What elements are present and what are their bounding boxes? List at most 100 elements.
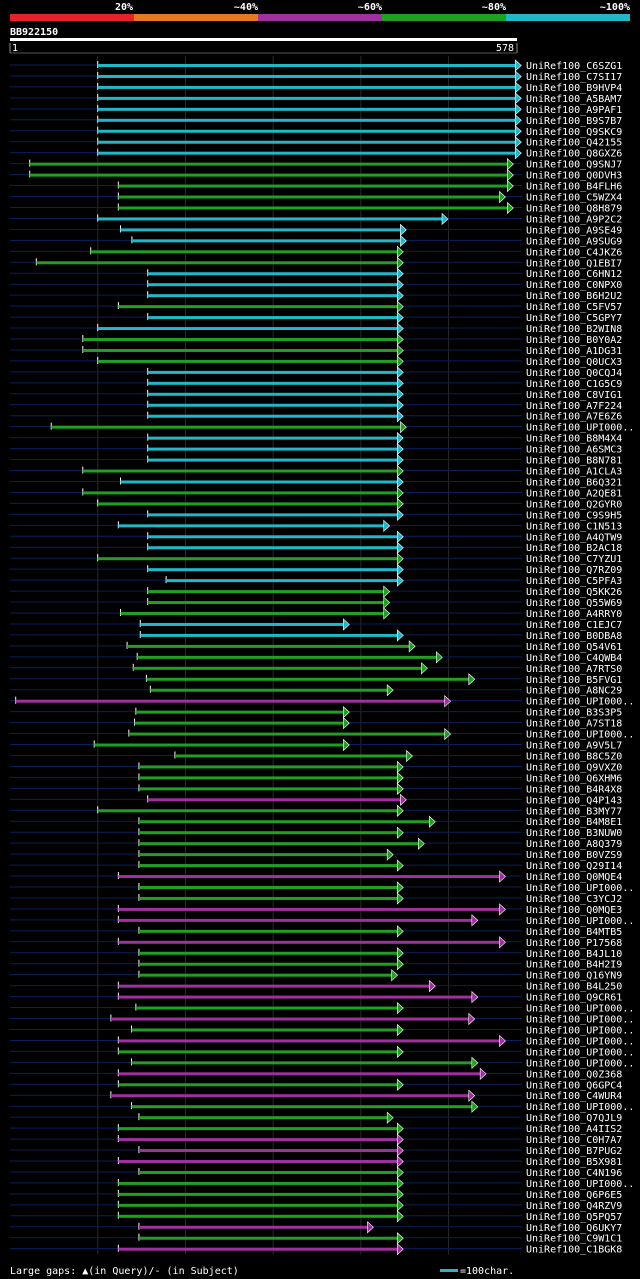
- hit-bar[interactable]: [118, 1203, 398, 1207]
- hit-row[interactable]: UniRef100_B9S7B7: [10, 114, 622, 127]
- hit-label[interactable]: UniRef100_UPI000..: [526, 1004, 634, 1015]
- hit-label[interactable]: UniRef100_B4JL10: [526, 949, 622, 960]
- hit-bar[interactable]: [118, 1160, 398, 1163]
- hit-bar[interactable]: [118, 1127, 398, 1131]
- hit-bar[interactable]: [29, 173, 508, 177]
- hit-label[interactable]: UniRef100_C4QWB4: [526, 653, 622, 664]
- hit-bar[interactable]: [97, 96, 516, 100]
- hit-label[interactable]: UniRef100_A5BAM7: [526, 94, 622, 105]
- hit-label[interactable]: UniRef100_B4MTB5: [526, 927, 622, 938]
- hit-row[interactable]: UniRef100_Q42155: [10, 136, 622, 149]
- hit-bar[interactable]: [118, 875, 500, 879]
- hit-bar[interactable]: [147, 414, 398, 418]
- hit-row[interactable]: UniRef100_A7E6Z6: [10, 410, 622, 423]
- hit-label[interactable]: UniRef100_B2WIN8: [526, 324, 622, 335]
- hit-label[interactable]: UniRef100_Q9SNJ7: [526, 160, 622, 171]
- hit-row[interactable]: UniRef100_A1CLA3: [10, 464, 622, 478]
- hit-label[interactable]: UniRef100_B4R4X8: [526, 784, 622, 795]
- hit-bar[interactable]: [120, 480, 398, 484]
- hit-bar[interactable]: [147, 513, 398, 517]
- hit-label[interactable]: UniRef100_Q54V61: [526, 642, 622, 653]
- hit-bar[interactable]: [82, 469, 398, 473]
- hit-row[interactable]: UniRef100_B4M8E1: [10, 815, 622, 828]
- hit-label[interactable]: UniRef100_Q4P143: [526, 795, 622, 806]
- hit-bar[interactable]: [118, 995, 472, 999]
- hit-label[interactable]: UniRef100_C0H7A7: [526, 1135, 622, 1146]
- hit-label[interactable]: UniRef100_Q6P6E5: [526, 1190, 622, 1201]
- hit-bar[interactable]: [97, 502, 398, 506]
- hit-label[interactable]: UniRef100_Q0MQE3: [526, 905, 622, 916]
- hit-label[interactable]: UniRef100_Q0MQE4: [526, 872, 622, 883]
- hit-row[interactable]: UniRef100_B0DBA8: [10, 629, 622, 642]
- hit-label[interactable]: UniRef100_C6SZG1: [526, 61, 622, 72]
- hit-row[interactable]: UniRef100_A4RRY0: [10, 607, 622, 620]
- hit-label[interactable]: UniRef100_UPI000..: [526, 916, 634, 927]
- hit-label[interactable]: UniRef100_Q9CR61: [526, 993, 622, 1004]
- hit-bar[interactable]: [82, 338, 398, 341]
- hit-label[interactable]: UniRef100_C8VIG1: [526, 390, 622, 401]
- hit-label[interactable]: UniRef100_Q1EBI7: [526, 258, 622, 269]
- hit-bar[interactable]: [138, 951, 398, 955]
- hit-label[interactable]: UniRef100_B0Y0A2: [526, 335, 622, 346]
- hit-row[interactable]: UniRef100_A5BAM7: [10, 92, 622, 105]
- hit-label[interactable]: UniRef100_A8Q379: [526, 839, 622, 850]
- hit-bar[interactable]: [94, 743, 344, 747]
- hit-bar[interactable]: [97, 64, 516, 67]
- hit-label[interactable]: UniRef100_B9S7B7: [526, 116, 622, 127]
- hit-bar[interactable]: [118, 524, 384, 528]
- hit-row[interactable]: UniRef100_B4R4X8: [10, 782, 622, 795]
- hit-row[interactable]: UniRef100_Q9CR61: [10, 990, 622, 1004]
- hit-row[interactable]: UniRef100_A9V5L7: [10, 738, 622, 752]
- hit-row[interactable]: UniRef100_A6SMC3: [10, 442, 622, 456]
- hit-row[interactable]: UniRef100_A7F224: [10, 399, 622, 412]
- query-bar[interactable]: [10, 38, 517, 41]
- hit-bar[interactable]: [147, 381, 398, 385]
- hit-row[interactable]: UniRef100_C4QWB4: [10, 651, 622, 664]
- hit-row[interactable]: UniRef100_B3NUW0: [10, 826, 622, 839]
- hit-bar[interactable]: [97, 359, 398, 363]
- hit-bar[interactable]: [118, 1247, 398, 1251]
- hit-label[interactable]: UniRef100_B8N781: [526, 456, 622, 467]
- hit-row[interactable]: UniRef100_Q5PQ57: [10, 1210, 622, 1223]
- hit-row[interactable]: UniRef100_C5PFA3: [10, 574, 622, 587]
- hit-bar[interactable]: [138, 929, 398, 933]
- hit-row[interactable]: UniRef100_Q6UKY7: [10, 1221, 622, 1234]
- hit-bar[interactable]: [36, 261, 398, 265]
- hit-row[interactable]: UniRef100_UPI000..: [10, 694, 634, 708]
- hit-row[interactable]: UniRef100_C4N196: [10, 1166, 622, 1179]
- hit-label[interactable]: UniRef100_UPI000..: [526, 1179, 634, 1190]
- hit-bar[interactable]: [97, 151, 516, 155]
- hit-row[interactable]: UniRef100_B4MTB5: [10, 925, 622, 938]
- hit-row[interactable]: UniRef100_C4JKZ6: [10, 245, 622, 258]
- hit-row[interactable]: UniRef100_Q0MQE4: [10, 870, 622, 883]
- hit-label[interactable]: UniRef100_A7E6Z6: [526, 412, 622, 423]
- hit-bar[interactable]: [131, 1028, 398, 1032]
- hit-row[interactable]: UniRef100_Q4RZV9: [10, 1199, 622, 1212]
- hit-label[interactable]: UniRef100_UPI000..: [526, 1047, 634, 1058]
- hit-row[interactable]: UniRef100_A9P2C2: [10, 212, 622, 225]
- hit-label[interactable]: UniRef100_Q29I14: [526, 861, 622, 872]
- hit-label[interactable]: UniRef100_Q8H879: [526, 203, 622, 214]
- hit-row[interactable]: UniRef100_A8Q379: [10, 837, 622, 850]
- hit-label[interactable]: UniRef100_C0NPX0: [526, 280, 622, 291]
- hit-bar[interactable]: [97, 74, 516, 78]
- hit-label[interactable]: UniRef100_A1CLA3: [526, 467, 622, 478]
- hit-label[interactable]: UniRef100_A7ST18: [526, 719, 622, 730]
- hit-bar[interactable]: [110, 1017, 469, 1021]
- hit-bar[interactable]: [147, 798, 401, 802]
- hit-label[interactable]: UniRef100_C4WUR4: [526, 1091, 622, 1102]
- hit-bar[interactable]: [118, 195, 500, 199]
- hit-row[interactable]: UniRef100_B6Q321: [10, 475, 622, 488]
- hit-label[interactable]: UniRef100_Q6GPC4: [526, 1080, 622, 1091]
- hit-label[interactable]: UniRef100_C1EJC7: [526, 620, 622, 631]
- hit-label[interactable]: UniRef100_A6SMC3: [526, 445, 622, 456]
- hit-label[interactable]: UniRef100_B8M4X4: [526, 434, 622, 445]
- hit-row[interactable]: UniRef100_B9HVP4: [10, 81, 622, 94]
- hit-label[interactable]: UniRef100_UPI000..: [526, 697, 634, 708]
- hit-row[interactable]: UniRef100_Q9SKC9: [10, 125, 622, 138]
- hit-bar[interactable]: [166, 579, 398, 583]
- hit-bar[interactable]: [146, 677, 469, 681]
- hit-bar[interactable]: [138, 962, 398, 966]
- hit-row[interactable]: UniRef100_C9S9H5: [10, 508, 622, 521]
- hit-bar[interactable]: [118, 1083, 398, 1087]
